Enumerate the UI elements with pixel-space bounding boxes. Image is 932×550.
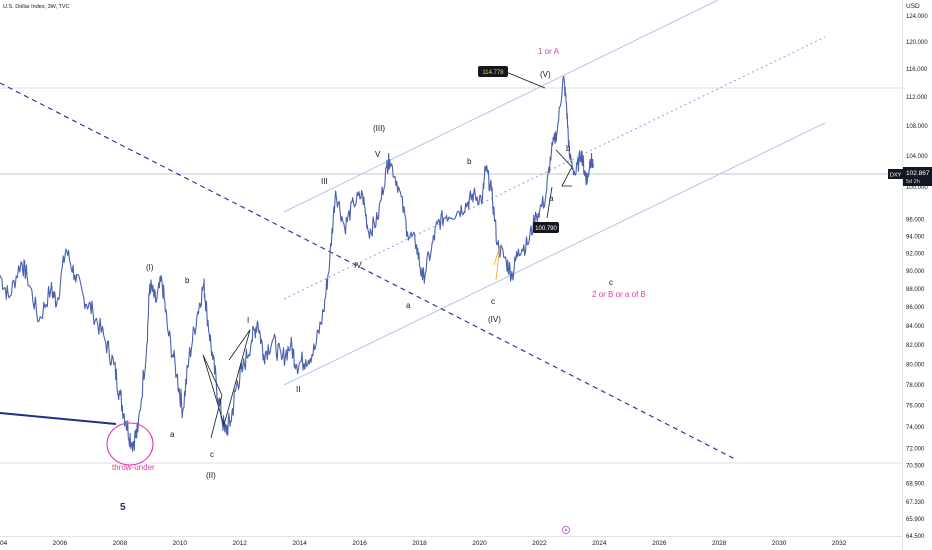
- orange-zigzag: [493, 245, 501, 281]
- y-tick-label: 90.000: [906, 269, 925, 275]
- high-marker-box: [478, 66, 508, 77]
- x-tick-label: 2018: [412, 540, 427, 547]
- channel-upper-line: [283, 0, 719, 213]
- y-axis-unit-label: USD: [906, 3, 920, 10]
- label-ii-roman: II: [296, 385, 300, 394]
- y-tick-label: 76.000: [906, 404, 925, 410]
- label-v-small: V: [375, 150, 381, 159]
- x-tick-label: 2004: [0, 540, 8, 547]
- label-big-ii: (II): [206, 471, 216, 480]
- y-tick-label: 112.000: [906, 95, 928, 101]
- wedge-lines: [202, 354, 223, 439]
- label-iii-roman: III: [321, 177, 328, 186]
- last-price-badge: DXY 102.867 5d 2h: [888, 167, 932, 186]
- y-tick-label: 86.000: [906, 305, 925, 311]
- label-throw-under: throw-under: [112, 463, 155, 472]
- x-tick-label: 2032: [832, 540, 847, 547]
- label-a-2018: a: [406, 301, 411, 310]
- high-marker: 114.778: [478, 66, 508, 77]
- x-tick-label: 2008: [113, 540, 128, 547]
- y-tick-label: 64.500: [906, 534, 925, 540]
- y-tick-label: 94.000: [906, 234, 925, 240]
- y-tick-label: 78.000: [906, 383, 925, 389]
- x-tick-label: 2012: [232, 540, 247, 547]
- low-leader-line: [546, 186, 553, 219]
- low-marker-text: 100.790: [535, 226, 557, 232]
- price-badge-value: 102.867: [906, 170, 930, 177]
- label-1-or-a: 1 or A: [538, 47, 560, 56]
- y-tick-label: 68.900: [906, 482, 925, 488]
- symbol-badge-box: [888, 169, 903, 179]
- y-tick-label: 92.000: [906, 252, 925, 258]
- triangle-lines: [555, 149, 573, 187]
- x-axis-ticks: 2004 2006 2008 2010 2012 2014 2016 2018 2020 2022…: [0, 540, 847, 547]
- trend-channel: [0, 0, 826, 460]
- high-marker-text: 114.778: [482, 70, 504, 76]
- y-tick-label: 70.500: [906, 463, 925, 469]
- y-tick-label: 120.000: [906, 40, 928, 46]
- channel-mid-line: [283, 36, 826, 300]
- x-tick-label: 2020: [472, 540, 487, 547]
- label-c-future: c: [609, 278, 613, 287]
- chart-title: U.S. Dollar Index, 3W, TVC: [3, 4, 70, 10]
- y-tick-label: 108.000: [906, 124, 928, 130]
- label-a-2010: a: [170, 430, 175, 439]
- y-tick-label: 82.000: [906, 343, 925, 349]
- y-tick-label: 88.000: [906, 287, 925, 293]
- price-series-line[interactable]: [0, 75, 594, 452]
- y-tick-label: 96.000: [906, 218, 925, 224]
- price-badge-box: [903, 167, 932, 186]
- y-tick-label: 100.000: [906, 185, 928, 191]
- y-axis-ticks: 124.000 120.000 116.000 112.000 108.000 104.0…: [906, 14, 928, 540]
- label-c-2011: c: [210, 450, 214, 459]
- y-tick-label: 84.000: [906, 324, 925, 330]
- low-marker-box: [533, 222, 559, 233]
- label-2-or-b: 2 or B or a of B: [592, 290, 646, 299]
- wedge-lines-3: [228, 329, 251, 361]
- x-tick-label: 2030: [772, 540, 787, 547]
- y-tick-label: 124.000: [906, 14, 928, 20]
- label-b-2023: b: [566, 144, 571, 153]
- wedge-lines-2: [202, 329, 251, 427]
- label-iv-roman: IV: [354, 261, 362, 270]
- y-tick-label: 72.000: [906, 447, 925, 453]
- low-marker: 100.790: [533, 222, 559, 233]
- y-tick-label: 74.000: [906, 425, 925, 431]
- y-tick-label: 67.330: [906, 500, 925, 506]
- y-tick-label: 65.900: [906, 517, 925, 523]
- x-tick-label: 2010: [173, 540, 188, 547]
- label-big-iv: (IV): [488, 315, 501, 324]
- x-tick-label: 2028: [712, 540, 727, 547]
- symbol-badge-text: DXY: [890, 173, 902, 179]
- x-tick-label: 2022: [532, 540, 547, 547]
- label-big-iii: (III): [373, 124, 385, 133]
- label-big-v: (V): [540, 70, 551, 79]
- x-tick-label: 2014: [292, 540, 307, 547]
- x-tick-label: 2024: [592, 540, 607, 547]
- high-leader-line: [505, 71, 546, 89]
- throw-under-circle: [106, 422, 154, 466]
- label-a-2023: a: [549, 194, 554, 203]
- label-c-2021: c: [491, 297, 495, 306]
- channel-lower-line: [283, 122, 826, 386]
- x-tick-label: 2006: [53, 540, 68, 547]
- label-b-2010: b: [185, 276, 190, 285]
- price-badge-countdown: 5d 2h: [906, 179, 920, 185]
- x-tick-label: 2026: [652, 540, 667, 547]
- x-tick-label: 2016: [352, 540, 367, 547]
- support-trend-line: [0, 412, 117, 425]
- wave-labels: 1 or A (V) (III) V b b a III IV a c (IV)…: [112, 47, 646, 513]
- event-marker-icon[interactable]: [562, 526, 570, 534]
- y-tick-label: 104.000: [906, 154, 928, 160]
- y-tick-label: 116.000: [906, 67, 928, 73]
- event-marker-dot: [565, 529, 567, 531]
- label-big-i: (I): [146, 263, 154, 272]
- label-five: 5: [120, 502, 126, 513]
- label-b-2020: b: [467, 157, 472, 166]
- downtrend-dashed-line: [0, 82, 736, 460]
- y-tick-label: 80.000: [906, 363, 925, 369]
- label-i-small: I: [247, 316, 249, 325]
- wave-lines: [202, 71, 573, 439]
